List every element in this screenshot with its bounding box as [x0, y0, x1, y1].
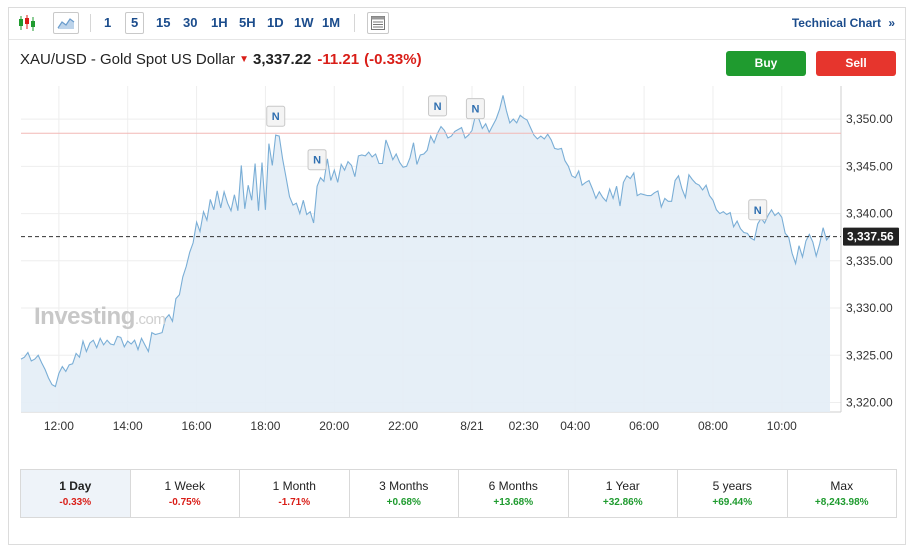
price-change-percent: (-0.33%) — [364, 51, 422, 68]
x-tick-label: 06:00 — [629, 419, 659, 433]
technical-chart-label: Technical Chart — [791, 16, 881, 30]
double-chevron-right-icon: » — [888, 16, 895, 30]
news-marker-label: N — [471, 104, 479, 116]
period-change: +0.68% — [386, 497, 421, 508]
last-price-label: 3,337.56 — [847, 230, 894, 244]
area-chart-button[interactable] — [53, 12, 79, 34]
x-tick-label: 04:00 — [560, 419, 590, 433]
news-marker-label: N — [272, 111, 280, 123]
performance-periods: 1 Day -0.33% 1 Week -0.75% 1 Month -1.71% 3 Mo… — [20, 469, 897, 518]
price-area-fill — [21, 95, 830, 413]
timeframe-1[interactable]: 1 — [104, 15, 112, 30]
period-tab[interactable]: 1 Month -1.71% — [240, 470, 350, 517]
area-chart-icon — [57, 18, 75, 29]
news-marker-label: N — [434, 101, 442, 113]
period-label: 5 years — [712, 479, 752, 493]
x-tick-label: 22:00 — [388, 419, 418, 433]
x-tick-label: 12:00 — [44, 419, 74, 433]
period-label: Max — [830, 479, 854, 493]
x-tick-label: 10:00 — [767, 419, 797, 433]
timeframe-1w[interactable]: 1W — [294, 15, 314, 30]
x-tick-label: 18:00 — [250, 419, 280, 433]
price-change: -11.21 — [317, 51, 360, 68]
period-tab[interactable]: 5 years +69.44% — [678, 470, 788, 517]
sell-button[interactable]: Sell — [816, 51, 896, 76]
news-marker[interactable]: N — [307, 149, 327, 171]
toolbar-divider — [90, 14, 91, 32]
period-change: +69.44% — [712, 497, 753, 508]
last-price-tag — [843, 227, 899, 246]
watermark-brand: Investing — [34, 303, 135, 330]
x-tick-label: 16:00 — [182, 419, 212, 433]
news-marker[interactable]: N — [428, 95, 448, 117]
period-tab[interactable]: Max +8,243.98% — [788, 470, 897, 517]
y-tick-label: 3,335.00 — [846, 254, 893, 268]
news-marker[interactable]: N — [266, 105, 286, 127]
timeframe-1m[interactable]: 1M — [322, 15, 341, 30]
timeframe-30[interactable]: 30 — [183, 15, 198, 30]
x-tick-label: 14:00 — [113, 419, 143, 433]
buy-button[interactable]: Buy — [726, 51, 806, 76]
investing-watermark: Investing.com — [34, 303, 166, 331]
chart-toolbar: 1 5 15 30 1H 5H 1D 1W 1M Technical Chart… — [9, 8, 905, 40]
x-tick-label: 02:30 — [509, 419, 539, 433]
timeframe-5[interactable]: 5 — [125, 12, 145, 34]
news-marker[interactable]: N — [748, 199, 768, 221]
chart-widget: 1 5 15 30 1H 5H 1D 1W 1M Technical Chart… — [8, 7, 906, 545]
timeframe-1d[interactable]: 1D — [267, 15, 284, 30]
period-label: 1 Month — [272, 479, 316, 493]
period-change: -0.33% — [59, 497, 92, 508]
period-label: 1 Year — [605, 479, 640, 493]
y-tick-label: 3,345.00 — [846, 159, 893, 173]
price-chart[interactable]: 3,320.00 3,325.00 3,330.00 3,335.00 3,340.00… — [9, 8, 905, 458]
y-tick-label: 3,325.00 — [846, 348, 893, 362]
x-tick-label: 8/21 — [460, 419, 484, 433]
candlestick-icon[interactable] — [17, 13, 39, 33]
period-tab[interactable]: 6 Months +13.68% — [459, 470, 569, 517]
timeframe-5h[interactable]: 5H — [239, 15, 256, 30]
news-marker-label: N — [754, 205, 762, 217]
instrument-name: XAU/USD - Gold Spot US Dollar — [20, 51, 236, 68]
period-change: -0.75% — [168, 497, 201, 508]
period-label: 1 Day — [59, 479, 92, 493]
x-tick-label: 08:00 — [698, 419, 728, 433]
period-change: +32.86% — [602, 497, 643, 508]
period-label: 3 Months — [379, 479, 429, 493]
technical-chart-link[interactable]: Technical Chart » — [792, 16, 895, 30]
price-line — [20, 95, 831, 388]
period-tab[interactable]: 3 Months +0.68% — [350, 470, 459, 517]
period-change: +13.68% — [493, 497, 534, 508]
y-tick-label: 3,350.00 — [846, 112, 893, 126]
y-tick-label: 3,340.00 — [846, 207, 893, 221]
news-marker[interactable]: N — [465, 98, 485, 120]
timeframe-15[interactable]: 15 — [156, 15, 171, 30]
period-tab[interactable]: 1 Year +32.86% — [569, 470, 678, 517]
period-label: 1 Week — [164, 479, 205, 493]
y-tick-label: 3,330.00 — [846, 301, 893, 315]
timeframe-1h[interactable]: 1H — [211, 15, 228, 30]
period-label: 6 Months — [488, 479, 538, 493]
watermark-suffix: .com — [134, 311, 166, 328]
period-tab[interactable]: 1 Week -0.75% — [131, 470, 240, 517]
quote-header: XAU/USD - Gold Spot US Dollar ▼ 3,337.22 -1… — [20, 51, 422, 68]
toolbar-divider — [354, 14, 355, 32]
last-price: 3,337.22 — [252, 51, 312, 68]
table-layout-button[interactable] — [367, 12, 389, 34]
x-tick-label: 20:00 — [319, 419, 349, 433]
down-arrow-icon: ▼ — [239, 54, 249, 65]
news-marker-label: N — [313, 155, 321, 167]
y-tick-label: 3,320.00 — [846, 396, 893, 410]
period-tab[interactable]: 1 Day -0.33% — [21, 470, 131, 517]
period-change: -1.71% — [278, 497, 311, 508]
period-change: +8,243.98% — [814, 497, 869, 508]
table-layout-icon — [371, 16, 385, 30]
